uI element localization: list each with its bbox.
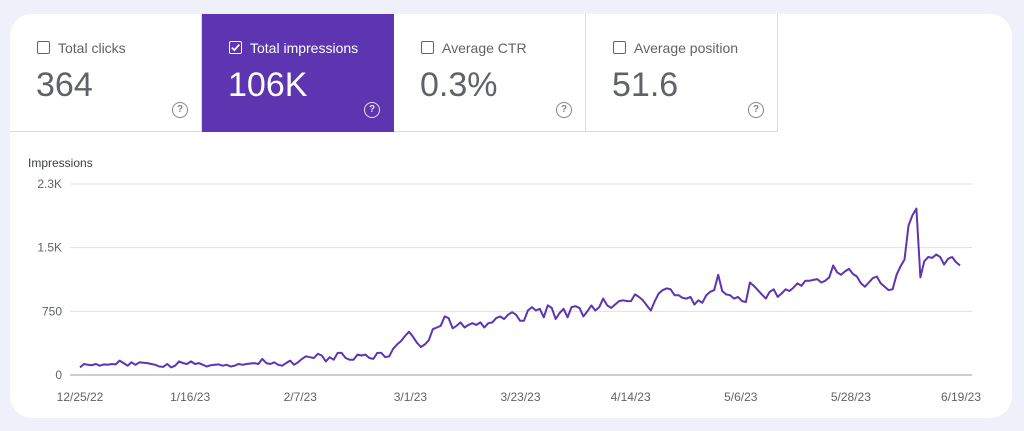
y-tick-label: 1.5K (37, 241, 62, 255)
performance-card: Total clicks 364 ? Total impressions 106… (10, 14, 1012, 418)
help-icon[interactable]: ? (748, 102, 764, 118)
checkmark-icon (231, 44, 240, 52)
y-tick-label: 750 (42, 304, 62, 318)
help-icon[interactable]: ? (364, 102, 380, 118)
help-icon[interactable]: ? (556, 102, 572, 118)
x-tick-label: 5/28/23 (831, 390, 871, 404)
checkbox[interactable] (421, 41, 434, 54)
metric-label: Total clicks (58, 40, 126, 56)
checkbox[interactable] (37, 41, 50, 54)
x-tick-label: 6/19/23 (941, 390, 981, 404)
metric-label: Average CTR (442, 40, 527, 56)
impressions-series-line (79, 207, 961, 369)
metric-value: 364 (36, 66, 93, 104)
metric-average-position[interactable]: Average position 51.6 ? (586, 14, 778, 132)
x-tick-label: 3/23/23 (500, 390, 540, 404)
metric-label: Average position (634, 40, 739, 56)
metric-average-ctr[interactable]: Average CTR 0.3% ? (394, 14, 586, 132)
metric-value: 106K (228, 66, 308, 104)
metric-label: Total impressions (250, 40, 359, 56)
x-tick-label: 4/14/23 (611, 390, 651, 404)
x-tick-label: 2/7/23 (284, 390, 318, 404)
metric-tiles: Total clicks 364 ? Total impressions 106… (10, 14, 778, 132)
metric-value: 51.6 (612, 66, 679, 104)
x-tick-label: 3/1/23 (394, 390, 428, 404)
y-tick-label: 2.3K (37, 177, 62, 191)
impressions-chart: Impressions 0 750 1.5K 2.3K 12/25/22 1/16/23 2/… (28, 156, 981, 404)
checkbox[interactable] (613, 41, 626, 54)
x-tick-label: 5/6/23 (724, 390, 758, 404)
y-tick-label: 0 (55, 368, 62, 382)
x-tick-label: 12/25/22 (57, 390, 104, 404)
metric-total-clicks[interactable]: Total clicks 364 ? (10, 14, 202, 132)
help-icon[interactable]: ? (172, 102, 188, 118)
metric-value: 0.3% (420, 66, 498, 104)
y-axis-label: Impressions (28, 156, 93, 170)
x-tick-label: 1/16/23 (170, 390, 210, 404)
checkbox[interactable] (229, 41, 242, 54)
metric-total-impressions[interactable]: Total impressions 106K ? (202, 14, 394, 132)
